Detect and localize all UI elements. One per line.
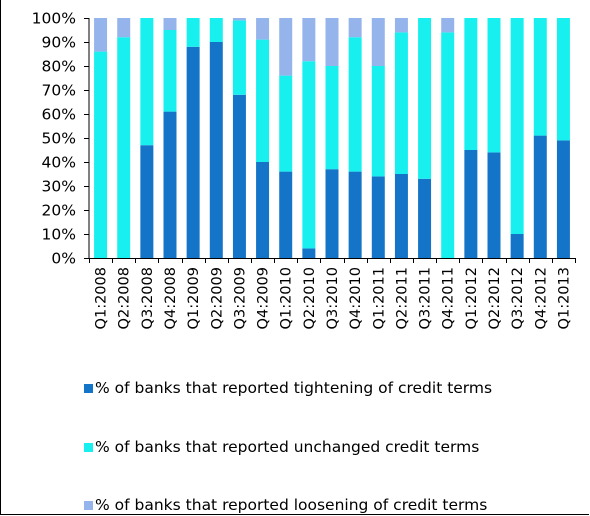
x-tick-label: Q1:2010 <box>279 267 295 329</box>
x-tick-label: Q3:2009 <box>232 267 248 329</box>
bar-segment-Q2-2010-s0 <box>302 248 316 258</box>
bar-segment-Q1-2008-s1 <box>94 51 108 258</box>
bar-segment-Q2-2008-s2 <box>117 18 131 38</box>
x-tick-label: Q4:2008 <box>163 267 179 329</box>
bar-segment-Q3-2010-s0 <box>325 169 339 258</box>
x-tick-label: Q4:2011 <box>441 267 457 329</box>
bar-segment-Q4-2010-s1 <box>348 37 362 172</box>
x-tick-label: Q3:2011 <box>418 267 434 329</box>
bar-segment-Q4-2009-s0 <box>256 162 270 258</box>
y-tick-label: 10% <box>42 226 76 244</box>
bar-segment-Q1-2009-s1 <box>186 18 200 47</box>
bar-segment-Q3-2010-s1 <box>325 66 339 170</box>
bar-segment-Q3-2011-s0 <box>418 178 432 258</box>
bar-segment-Q4-2009-s2 <box>256 18 270 40</box>
legend-swatch-tightening <box>84 383 93 393</box>
bars-layer <box>94 18 570 259</box>
x-tick-label: Q2:2010 <box>302 267 318 329</box>
axes-layer <box>84 18 576 263</box>
bar-segment-Q2-2011-s1 <box>394 32 408 175</box>
x-tick-label: Q3:2012 <box>510 267 526 329</box>
legend-item-loosening: % of banks that reported loosening of cr… <box>84 495 487 515</box>
y-tick-label: 80% <box>42 58 76 76</box>
y-tick-label: 100% <box>32 10 76 28</box>
bar-segment-Q1-2012-s0 <box>464 150 478 258</box>
y-tick-label: 20% <box>42 202 76 220</box>
bar-segment-Q1-2009-s0 <box>186 46 200 258</box>
bar-segment-Q1-2008-s2 <box>94 18 108 52</box>
y-tick-label: 40% <box>42 154 76 172</box>
x-tick-label: Q3:2010 <box>325 267 341 329</box>
x-tick-label: Q1:2009 <box>186 267 202 329</box>
x-tick-label: Q1:2012 <box>464 267 480 329</box>
x-tick-label: Q2:2011 <box>394 267 410 329</box>
y-tick-labels: 0% 10% 20% 30% 40% 50% 60% 70% 80% 90% 100% <box>32 10 76 268</box>
bar-segment-Q2-2011-s0 <box>394 174 408 258</box>
bar-segment-Q2-2012-s1 <box>487 18 501 153</box>
bar-segment-Q4-2008-s1 <box>163 30 177 112</box>
bar-segment-Q2-2009-s1 <box>209 18 223 42</box>
bar-segment-Q3-2009-s2 <box>232 18 246 21</box>
bar-segment-Q4-2008-s0 <box>163 111 177 258</box>
x-tick-label: Q2:2009 <box>209 267 225 329</box>
y-tick-label: 30% <box>42 178 76 196</box>
bar-segment-Q1-2010-s1 <box>279 75 293 172</box>
bar-segment-Q3-2009-s1 <box>232 20 246 95</box>
bar-segment-Q2-2010-s1 <box>302 61 316 249</box>
legend-swatch-loosening <box>84 500 93 510</box>
bar-segment-Q1-2010-s0 <box>279 171 293 258</box>
bar-segment-Q1-2011-s1 <box>371 66 385 177</box>
bar-segment-Q4-2012-s0 <box>533 135 547 258</box>
x-tick-label: Q1:2008 <box>94 267 110 329</box>
x-tick-label: Q4:2012 <box>533 267 549 329</box>
y-tick-label: 90% <box>42 34 76 52</box>
bar-segment-Q4-2008-s2 <box>163 18 177 30</box>
bar-segment-Q4-2011-s1 <box>441 32 455 259</box>
legend-item-tightening: % of banks that reported tightening of c… <box>84 378 492 398</box>
bar-segment-Q1-2010-s2 <box>279 18 293 76</box>
bar-segment-Q1-2011-s2 <box>371 18 385 66</box>
bar-segment-Q1-2013-s1 <box>556 18 570 141</box>
bar-segment-Q2-2009-s0 <box>209 42 223 258</box>
legend-item-unchanged: % of banks that reported unchanged credi… <box>84 437 479 457</box>
x-tick-label: Q2:2008 <box>117 267 133 329</box>
bar-segment-Q3-2010-s2 <box>325 18 339 66</box>
bar-segment-Q4-2011-s2 <box>441 18 455 33</box>
bar-segment-Q3-2011-s1 <box>418 18 432 179</box>
bar-segment-Q1-2012-s1 <box>464 18 478 150</box>
y-tick-label: 50% <box>42 130 76 148</box>
legend-label-tightening: % of banks that reported tightening of c… <box>95 379 493 397</box>
bar-segment-Q4-2012-s1 <box>533 18 547 136</box>
y-tick-label: 70% <box>42 82 76 100</box>
bar-segment-Q4-2010-s0 <box>348 171 362 258</box>
bar-segment-Q3-2008-s1 <box>140 18 154 146</box>
bar-segment-Q1-2013-s0 <box>556 140 570 258</box>
x-tick-label: Q3:2008 <box>140 267 156 329</box>
x-tick-label: Q2:2012 <box>487 267 503 329</box>
bar-segment-Q3-2008-s0 <box>140 145 154 258</box>
bar-segment-Q2-2012-s0 <box>487 152 501 258</box>
y-tick-label: 0% <box>51 250 76 268</box>
x-tick-label: Q1:2011 <box>371 267 387 329</box>
legend-label-unchanged: % of banks that reported unchanged credi… <box>95 438 480 456</box>
x-tick-labels: Q1:2008 Q2:2008 Q3:2008 Q4:2008 Q1:2009 Q2:20… <box>94 267 573 329</box>
bar-segment-Q3-2012-s0 <box>510 234 524 258</box>
y-tick-label: 60% <box>42 106 76 124</box>
bar-segment-Q4-2009-s1 <box>256 39 270 162</box>
x-tick-label: Q1:2013 <box>556 267 572 329</box>
legend-label-loosening: % of banks that reported loosening of cr… <box>95 496 488 514</box>
bar-segment-Q4-2010-s2 <box>348 18 362 38</box>
legend-swatch-unchanged <box>84 442 93 452</box>
bar-segment-Q1-2011-s0 <box>371 176 385 258</box>
x-tick-label: Q4:2010 <box>348 267 364 329</box>
bar-segment-Q2-2010-s2 <box>302 18 316 62</box>
bar-segment-Q3-2009-s0 <box>232 94 246 258</box>
bar-segment-Q3-2012-s1 <box>510 18 524 234</box>
bar-segment-Q2-2008-s1 <box>117 37 131 259</box>
x-tick-label: Q4:2009 <box>256 267 272 329</box>
bar-segment-Q2-2011-s2 <box>394 18 408 33</box>
